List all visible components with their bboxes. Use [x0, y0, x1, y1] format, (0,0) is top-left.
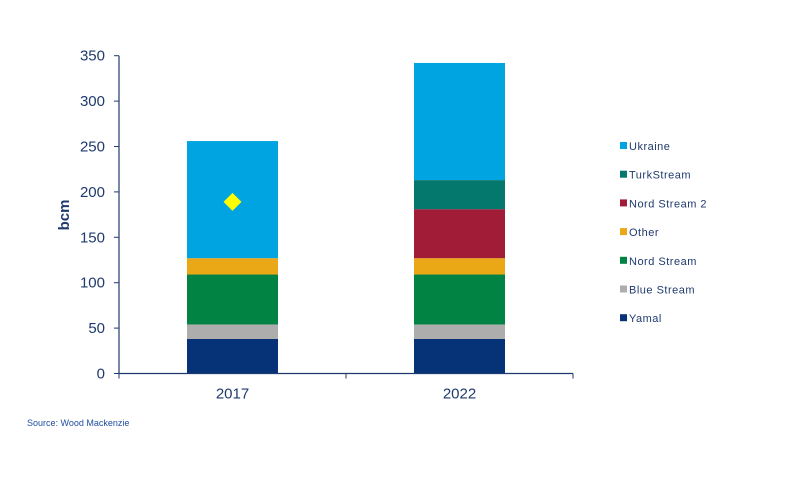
bar-segment-other-2022	[414, 258, 505, 275]
y-tick-label: 300	[80, 93, 105, 110]
bar-segment-blue-stream-2022	[414, 324, 505, 339]
legend-label: Other	[629, 227, 659, 239]
legend-swatch-ukraine	[620, 142, 627, 149]
bar-segment-nord-stream-2017	[187, 274, 278, 325]
legend-swatch-turkstream	[620, 170, 627, 178]
legend-swatch-nord-stream-2	[620, 199, 627, 207]
bar-segment-other-2017	[187, 258, 278, 275]
legend-label: Nord Stream 2	[629, 198, 707, 210]
legend-label: Ukraine	[629, 141, 670, 153]
legend-swatch-blue-stream	[620, 285, 627, 293]
y-tick-label: 200	[80, 184, 105, 201]
y-tick-label: 0	[97, 366, 105, 383]
y-tick-label: 350	[80, 48, 105, 65]
y-tick-label: 250	[80, 139, 105, 156]
y-tick-label: 100	[80, 275, 105, 292]
bar-segment-nord-stream-2022	[414, 274, 505, 325]
legend-swatch-other	[620, 228, 627, 236]
bar-segment-yamal-2017	[187, 338, 278, 374]
bar-segment-yamal-2022	[414, 338, 505, 374]
bar-segment-turkstream-2022	[414, 180, 505, 210]
legend-label: TurkStream	[629, 170, 691, 182]
source-note: Source: Wood Mackenzie	[27, 418, 130, 428]
legend-label: Blue Stream	[629, 285, 695, 297]
x-tick-label: 2022	[443, 386, 476, 403]
legend-label: Nord Stream	[629, 256, 697, 268]
x-tick-label: 2017	[216, 386, 249, 403]
legend-swatch-yamal	[620, 314, 627, 322]
y-tick-label: 50	[88, 320, 105, 337]
y-tick-label: 150	[80, 229, 105, 246]
y-axis-label: bcm	[56, 200, 73, 231]
diamond-marker	[223, 192, 242, 211]
bar-segment-nord-stream-2-2022	[414, 209, 505, 259]
legend-swatch-nord-stream	[620, 256, 627, 264]
bar-segment-blue-stream-2017	[187, 324, 278, 339]
bar-segment-ukraine-2022	[414, 62, 505, 181]
legend-label: Yamal	[629, 313, 662, 325]
